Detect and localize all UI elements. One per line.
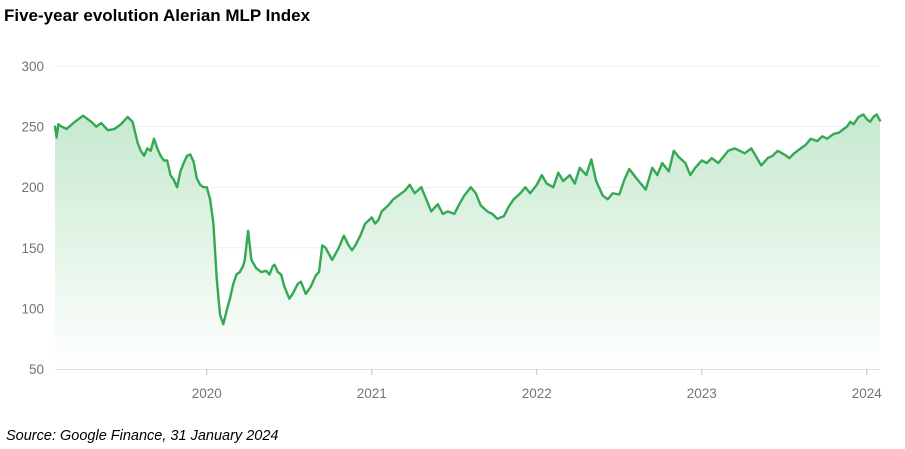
y-axis-ticks: 300 250 200 150 100 50 [21,59,44,377]
y-tick-label: 200 [21,180,44,195]
y-tick-label: 300 [21,59,44,74]
x-axis-ticks: 2020 2021 2022 2023 2024 [192,369,883,401]
y-tick-label: 100 [21,301,44,316]
series-area-fill [55,114,880,369]
y-tick-label: 150 [21,241,44,256]
x-tick-label: 2022 [522,386,552,401]
x-tick-label: 2021 [357,386,387,401]
chart-title: Five-year evolution Alerian MLP Index [4,6,311,25]
source-note: Source: Google Finance, 31 January 2024 [6,428,279,444]
y-tick-label: 50 [29,362,44,377]
x-tick-label: 2024 [852,386,883,401]
x-tick-label: 2023 [687,386,717,401]
x-tick-label: 2020 [192,386,222,401]
series-line [53,113,882,326]
y-tick-label: 250 [21,120,44,135]
line-chart: 300 250 200 150 100 50 2020 2021 2022 2023 2024 [21,59,883,401]
